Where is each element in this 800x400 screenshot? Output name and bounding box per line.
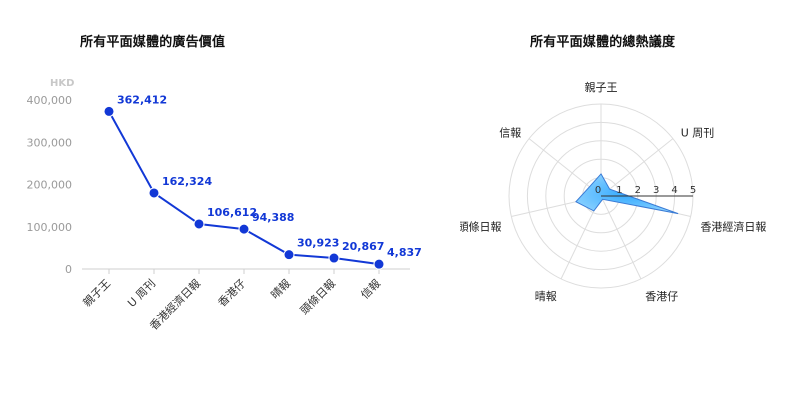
data-point[interactable] bbox=[373, 258, 385, 270]
radar-axis-label: 親子王 bbox=[585, 81, 618, 94]
radar-axis-label: 香港仔 bbox=[645, 290, 678, 303]
y-tick-label: 0 bbox=[65, 263, 72, 276]
y-tick-label: 300,000 bbox=[27, 136, 73, 149]
data-label: 162,324 bbox=[162, 175, 212, 188]
radar-scale-label: 2 bbox=[635, 185, 641, 196]
y-tick-label: 200,000 bbox=[27, 179, 73, 192]
data-label: 94,388 bbox=[252, 211, 294, 224]
x-tick-label: U 周刊 bbox=[125, 277, 158, 310]
radar-axis-label: 香港經濟日報 bbox=[700, 220, 766, 234]
data-label: 20,867 bbox=[342, 240, 384, 253]
radar-axis-label: 頭條日報 bbox=[460, 220, 502, 234]
data-point[interactable] bbox=[328, 252, 340, 264]
x-tick-label: 晴報 bbox=[268, 277, 293, 302]
data-point[interactable] bbox=[148, 187, 160, 199]
y-tick-label: 400,000 bbox=[27, 94, 73, 107]
data-label: 362,412 bbox=[117, 93, 167, 106]
data-point[interactable] bbox=[193, 218, 205, 230]
data-label: 106,612 bbox=[207, 206, 257, 219]
x-tick-label: 親子王 bbox=[81, 277, 114, 310]
radar-spoke bbox=[528, 138, 602, 197]
radar-scale-label: 0 bbox=[595, 185, 601, 196]
radar-scale-label: 3 bbox=[653, 185, 659, 196]
y-tick-label: 100,000 bbox=[27, 221, 73, 234]
data-point[interactable] bbox=[283, 249, 295, 261]
ad-value-line-chart: HKD 0 100,000 200,000 300,000 400,000 親子王 U 周刊 香… bbox=[27, 78, 422, 333]
y-axis-unit-label: HKD bbox=[50, 78, 74, 89]
data-label: 4,837 bbox=[387, 246, 422, 259]
x-tick-label: 信報 bbox=[358, 277, 383, 302]
x-tick-label: 頭條日報 bbox=[297, 276, 338, 317]
radar-scale-label: 1 bbox=[616, 185, 622, 196]
line-chart-title: 所有平面媒體的廣告價值 bbox=[80, 35, 226, 50]
radar-axis-label: 信報 bbox=[499, 126, 521, 139]
radar-axis-label: 晴報 bbox=[535, 290, 557, 303]
radar-chart-title: 所有平面媒體的總熱議度 bbox=[530, 35, 676, 50]
radar-spoke bbox=[600, 195, 642, 280]
data-point[interactable] bbox=[103, 105, 115, 117]
radar-spoke bbox=[600, 138, 674, 197]
x-tick-label: 香港仔 bbox=[216, 277, 249, 310]
radar-scale-label: 4 bbox=[671, 185, 677, 196]
data-label: 30,923 bbox=[297, 237, 339, 250]
radar-scale-label: 5 bbox=[690, 185, 696, 196]
buzz-series-area bbox=[575, 173, 679, 215]
radar-axis-label: U 周刊 bbox=[681, 126, 715, 139]
data-point[interactable] bbox=[238, 223, 250, 235]
